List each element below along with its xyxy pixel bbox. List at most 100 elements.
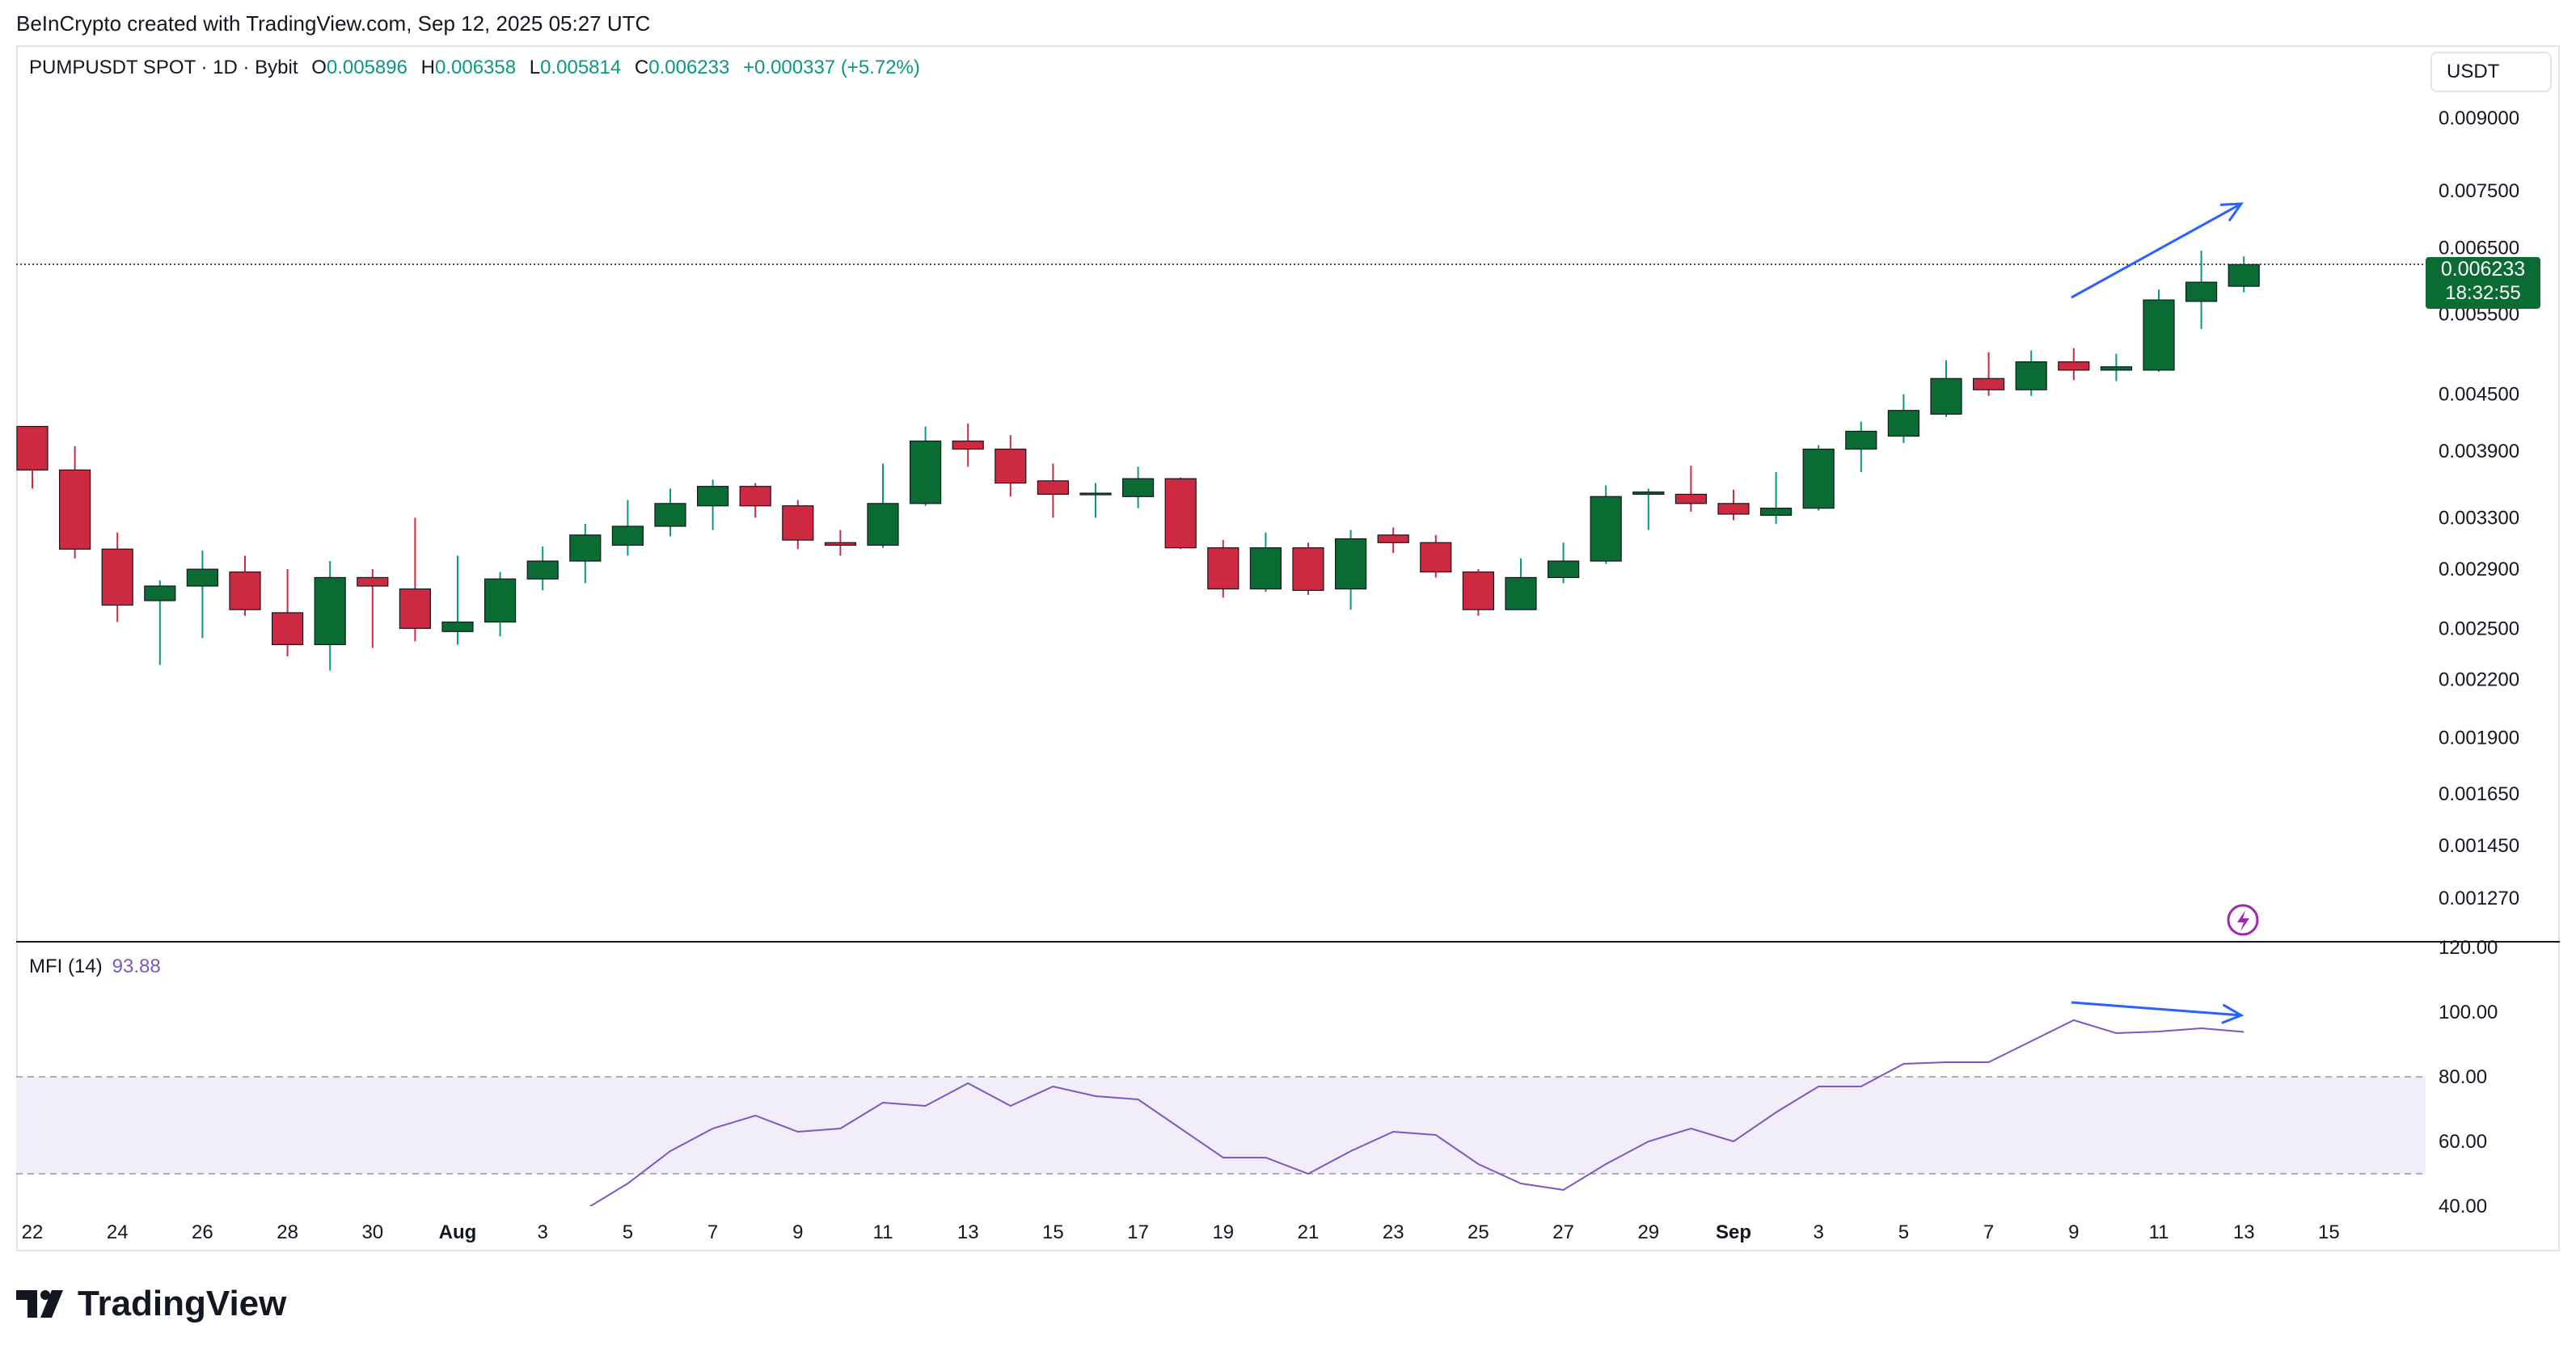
- candle-body-up: [1121, 478, 1155, 497]
- candle: [1930, 360, 1962, 417]
- candle-body-down: [1674, 493, 1707, 504]
- candle: [357, 569, 389, 648]
- mfi-axis-tick: 100.00: [2439, 1002, 2498, 1023]
- candle-body-up: [1760, 508, 1793, 517]
- time-axis-tick: 28: [277, 1221, 298, 1243]
- candle-body-down: [16, 425, 49, 471]
- candle-body-up: [654, 503, 686, 527]
- currency-button[interactable]: USDT: [2430, 52, 2552, 92]
- price-axis-tick: 0.001650: [2439, 783, 2519, 805]
- candle-body-up: [2228, 264, 2260, 287]
- candle: [909, 426, 942, 506]
- symbol-title[interactable]: PUMPUSDT SPOT · 1D · Bybit: [29, 57, 298, 78]
- time-axis-tick: 3: [538, 1221, 548, 1243]
- mfi-trend-arrow: [2071, 1001, 2244, 1024]
- time-axis-tick: 15: [1042, 1221, 1064, 1243]
- candle: [58, 445, 91, 559]
- candle-body-down: [1717, 503, 1750, 515]
- candle-body-down: [1292, 547, 1324, 591]
- mfi-axis-tick: 120.00: [2439, 937, 2498, 959]
- close-label: C: [634, 57, 649, 78]
- close-value: 0.006233: [648, 57, 730, 78]
- candle: [2143, 289, 2175, 372]
- candle: [1802, 445, 1835, 511]
- time-axis-tick: 25: [1467, 1221, 1489, 1243]
- candle-body-up: [1887, 410, 1919, 437]
- time-axis-tick: 3: [1814, 1221, 1824, 1243]
- candle-body-up: [2015, 361, 2047, 390]
- candle-body-up: [867, 503, 899, 546]
- candle-body-down: [739, 486, 771, 507]
- price-axis-tick: 0.001450: [2439, 835, 2519, 857]
- candle: [1505, 558, 1537, 610]
- candle: [484, 572, 517, 637]
- candle-body-up: [611, 525, 644, 546]
- candle: [186, 550, 218, 639]
- last-price: 0.006233: [2440, 258, 2526, 281]
- candle-body-up: [144, 585, 176, 601]
- candle-body-down: [824, 542, 857, 546]
- price-trend-arrow-head: [2219, 202, 2244, 222]
- candle: [272, 569, 304, 656]
- candle-body-down: [1164, 478, 1197, 549]
- candle-body-down: [1377, 534, 1409, 543]
- price-axis-tick: 0.002500: [2439, 618, 2519, 639]
- candle-body-up: [696, 486, 729, 507]
- price-axis-tick: 0.001270: [2439, 888, 2519, 909]
- time-axis-tick: 26: [192, 1221, 213, 1243]
- candle: [2185, 251, 2218, 329]
- candle: [1420, 534, 1452, 578]
- candle: [696, 479, 729, 530]
- time-axis-tick: 22: [22, 1221, 44, 1243]
- candle: [995, 435, 1027, 497]
- candle-body-up: [1079, 492, 1112, 496]
- candle-body-down: [1207, 547, 1239, 590]
- mfi-title[interactable]: MFI (14): [29, 956, 103, 977]
- high-value: 0.006358: [434, 57, 517, 78]
- price-axis-tick: 0.001900: [2439, 728, 2519, 749]
- candle-body-up: [2185, 281, 2218, 302]
- mfi-trend-arrow-head: [2221, 1003, 2244, 1024]
- candle: [1674, 466, 1707, 513]
- candle: [1121, 466, 1155, 508]
- tradingview-logo[interactable]: TradingView: [16, 1284, 286, 1324]
- price-trend-arrow-shaft: [2071, 202, 2242, 299]
- time-axis-tick: 30: [361, 1221, 383, 1243]
- time-axis-tick: 7: [707, 1221, 718, 1243]
- price-trend-arrow: [2071, 202, 2244, 299]
- time-axis-tick: 24: [107, 1221, 129, 1243]
- candle-body-up: [441, 621, 474, 632]
- candle: [526, 546, 559, 591]
- candle-body-up: [1249, 547, 1282, 590]
- candle: [229, 555, 261, 616]
- candle: [1632, 488, 1665, 530]
- candle: [1760, 472, 1793, 524]
- mfi-axis-tick: 60.00: [2439, 1131, 2487, 1153]
- bar-countdown: 18:32:55: [2445, 282, 2521, 304]
- price-axis-tick: 0.002900: [2439, 559, 2519, 580]
- candle: [782, 500, 814, 550]
- time-axis-tick: 13: [2233, 1221, 2255, 1243]
- candle-body-up: [484, 578, 517, 623]
- chart-credit: BeInCrypto created with TradingView.com,…: [16, 11, 651, 36]
- candle: [952, 423, 984, 467]
- lightning-bolt: [2237, 910, 2249, 931]
- candle-body-up: [1547, 560, 1580, 579]
- time-axis-tick: 11: [2149, 1221, 2169, 1243]
- logo-text: TradingView: [78, 1284, 287, 1323]
- candle: [1887, 394, 1919, 444]
- time-axis-tick: 11: [873, 1221, 893, 1243]
- candle: [611, 500, 644, 556]
- candle-body-down: [995, 448, 1027, 484]
- candle-body-down: [1037, 480, 1070, 496]
- candle: [1292, 542, 1324, 595]
- mfi-axis-tick: 40.00: [2439, 1196, 2487, 1217]
- candle: [739, 483, 771, 518]
- candle-body-up: [909, 441, 942, 504]
- candle: [1462, 569, 1495, 616]
- candle: [1334, 529, 1367, 610]
- mfi-band: [16, 1077, 2426, 1174]
- candle: [867, 463, 899, 548]
- open-label: O: [311, 57, 327, 78]
